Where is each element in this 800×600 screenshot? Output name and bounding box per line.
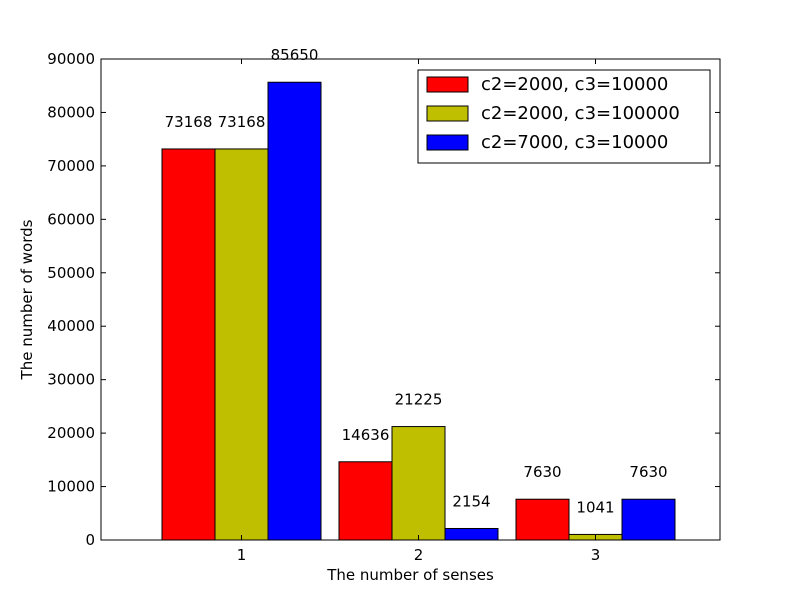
data-label-2-3: 1041 xyxy=(576,498,614,516)
legend-label-1: c2=2000, c3=10000 xyxy=(481,74,668,95)
y-tick-label: 20000 xyxy=(47,424,95,442)
y-tick-label: 10000 xyxy=(47,478,95,496)
bar-3-2 xyxy=(444,527,499,541)
bar-1-1 xyxy=(161,148,216,541)
x-tick-label: 1 xyxy=(237,546,247,564)
x-tick-label: 3 xyxy=(591,546,601,564)
legend-swatch-1 xyxy=(426,76,469,93)
legend: c2=2000, c3=10000 c2=2000, c3=100000 c2=70… xyxy=(417,69,711,164)
bars-layer xyxy=(161,81,676,541)
y-tick-label: 0 xyxy=(85,531,95,549)
data-label-1-1: 73168 xyxy=(165,113,213,131)
y-axis-label: The number of words xyxy=(18,219,36,380)
bar-1-3 xyxy=(515,498,570,541)
x-tick-label: 2 xyxy=(414,546,424,564)
bar-2-2 xyxy=(391,426,446,541)
y-tick-label: 50000 xyxy=(47,264,95,282)
y-tick-label: 80000 xyxy=(47,103,95,121)
x-axis-label: The number of senses xyxy=(326,566,494,584)
y-tick-label: 40000 xyxy=(47,317,95,335)
y-tick-label: 70000 xyxy=(47,157,95,175)
y-tick-label: 90000 xyxy=(47,50,95,68)
data-label-2-1: 73168 xyxy=(218,113,266,131)
legend-label-2: c2=2000, c3=100000 xyxy=(481,103,680,124)
data-label-3-3: 7630 xyxy=(629,463,667,481)
legend-label-3: c2=7000, c3=10000 xyxy=(481,132,668,153)
data-label-3-1: 85650 xyxy=(271,46,319,64)
ticks-layer: 0 10000 20000 30000 40000 50000 60000 70000 8000… xyxy=(47,50,720,564)
legend-swatch-3 xyxy=(426,134,469,151)
plot-frame xyxy=(100,58,721,541)
y-tick-label: 30000 xyxy=(47,371,95,389)
bar-3-3 xyxy=(621,498,676,541)
bar-2-1 xyxy=(214,148,269,541)
y-tick-label: 60000 xyxy=(47,210,95,228)
legend-swatch-2 xyxy=(426,105,469,122)
data-label-1-2: 14636 xyxy=(342,426,390,444)
bar-1-2 xyxy=(338,461,393,541)
data-label-2-2: 21225 xyxy=(395,391,443,409)
bar-3-1 xyxy=(267,81,322,541)
data-label-3-2: 2154 xyxy=(452,492,490,510)
data-labels-layer: 73168 14636 7630 73168 21225 1041 85650 2154 763… xyxy=(165,46,668,516)
data-label-1-3: 7630 xyxy=(523,463,561,481)
